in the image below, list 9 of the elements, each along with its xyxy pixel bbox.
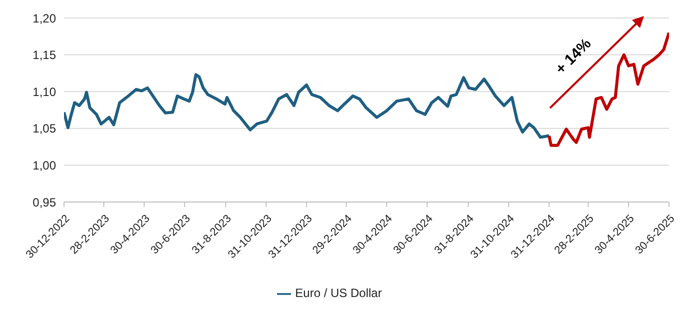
legend-label: Euro / US Dollar <box>295 286 382 300</box>
y-tick-label: 1,20 <box>32 11 56 26</box>
line-series <box>548 31 669 147</box>
y-tick-label: 0,95 <box>32 195 56 210</box>
line-series <box>64 73 551 139</box>
y-tick-label: 1,00 <box>32 158 56 172</box>
y-tick-label: 1,15 <box>32 48 56 62</box>
y-tick-label: 1,10 <box>32 84 56 99</box>
y-tick-label: 1,05 <box>32 122 56 136</box>
